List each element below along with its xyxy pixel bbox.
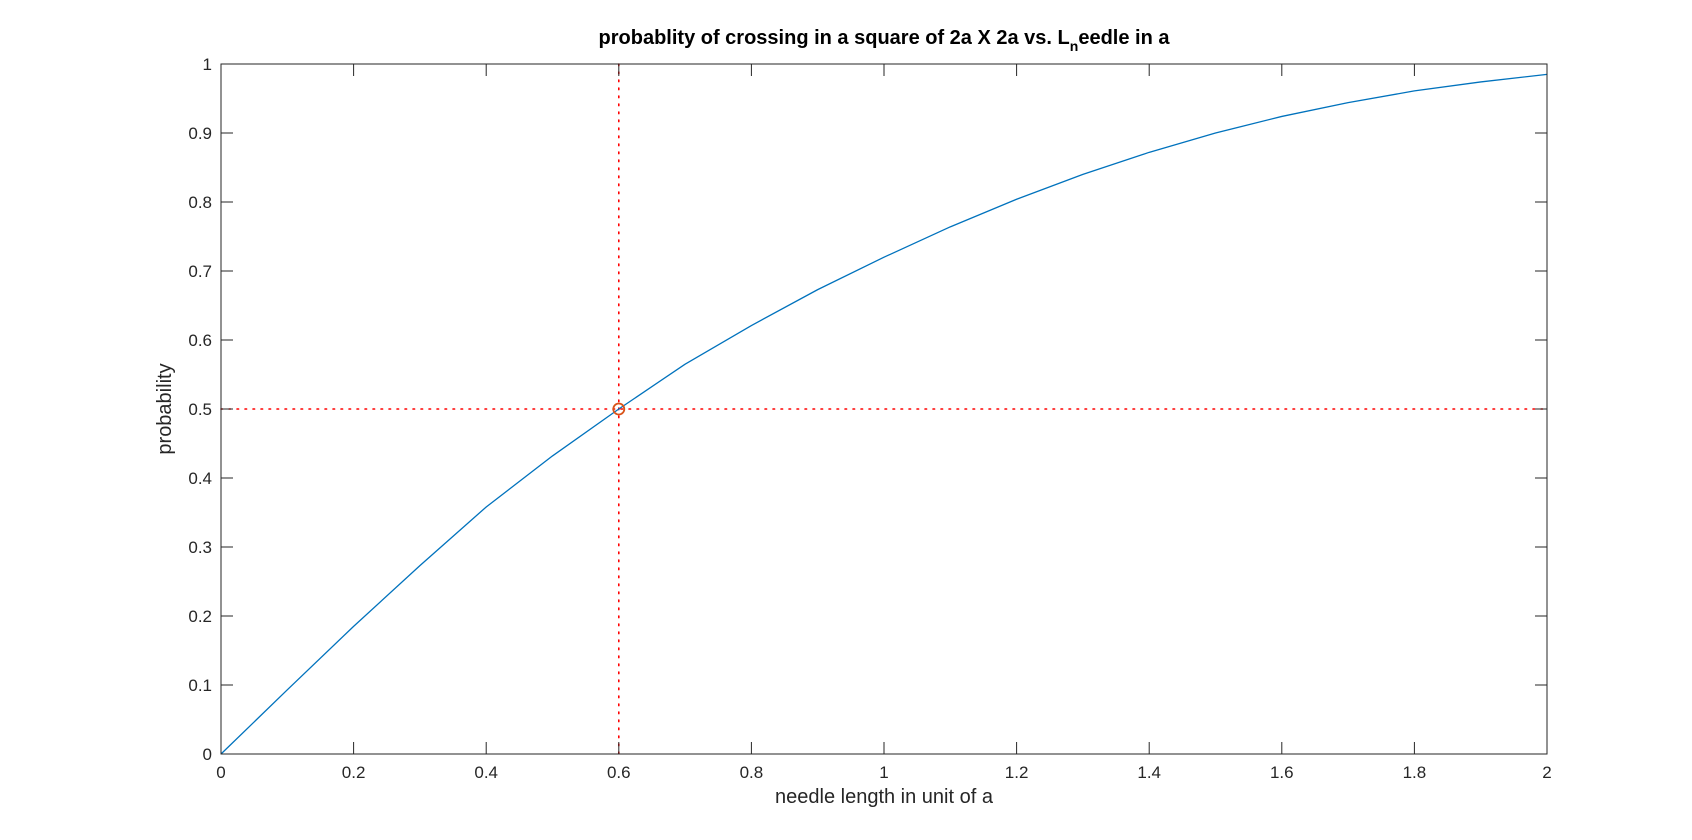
y-tick-label: 0.1 [188, 676, 212, 695]
y-tick-label: 0.9 [188, 124, 212, 143]
y-tick-label: 0.3 [188, 538, 212, 557]
y-tick-label: 1 [203, 55, 212, 74]
y-tick-label: 0 [203, 745, 212, 764]
y-tick-label: 0.6 [188, 331, 212, 350]
plot-area [221, 64, 1547, 754]
y-tick-label: 0.2 [188, 607, 212, 626]
x-tick-label: 0.4 [474, 763, 498, 782]
y-axis-label: probability [154, 363, 176, 454]
x-axis-label: needle length in unit of a [775, 786, 994, 808]
x-tick-label: 1.6 [1270, 763, 1294, 782]
x-tick-label: 0.6 [607, 763, 631, 782]
x-tick-label: 2 [1542, 763, 1551, 782]
y-tick-label: 0.5 [188, 400, 212, 419]
intersection-marker [612, 402, 626, 416]
y-tick-label: 0.8 [188, 193, 212, 212]
y-tick-label: 0.4 [188, 469, 212, 488]
y-tick-label: 0.7 [188, 262, 212, 281]
x-tick-label: 1 [879, 763, 888, 782]
chart-title-rest: eedle in a [1078, 27, 1170, 49]
x-tick-label: 1.8 [1403, 763, 1427, 782]
chart-title-subscript: n [1070, 38, 1079, 54]
x-tick-label: 0.2 [342, 763, 366, 782]
series-line-0 [220, 73, 1548, 755]
x-tick-label: 0 [216, 763, 225, 782]
chart-title: probablity of crossing in a square of 2a… [599, 27, 1171, 54]
chart-title-main: probablity of crossing in a square of 2a… [599, 27, 1070, 49]
x-tick-label: 1.4 [1137, 763, 1161, 782]
x-tick-label: 1.2 [1005, 763, 1029, 782]
x-tick-label: 0.8 [740, 763, 764, 782]
